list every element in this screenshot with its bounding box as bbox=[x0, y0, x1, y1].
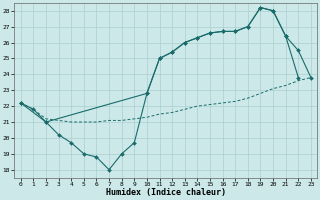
X-axis label: Humidex (Indice chaleur): Humidex (Indice chaleur) bbox=[106, 188, 226, 197]
